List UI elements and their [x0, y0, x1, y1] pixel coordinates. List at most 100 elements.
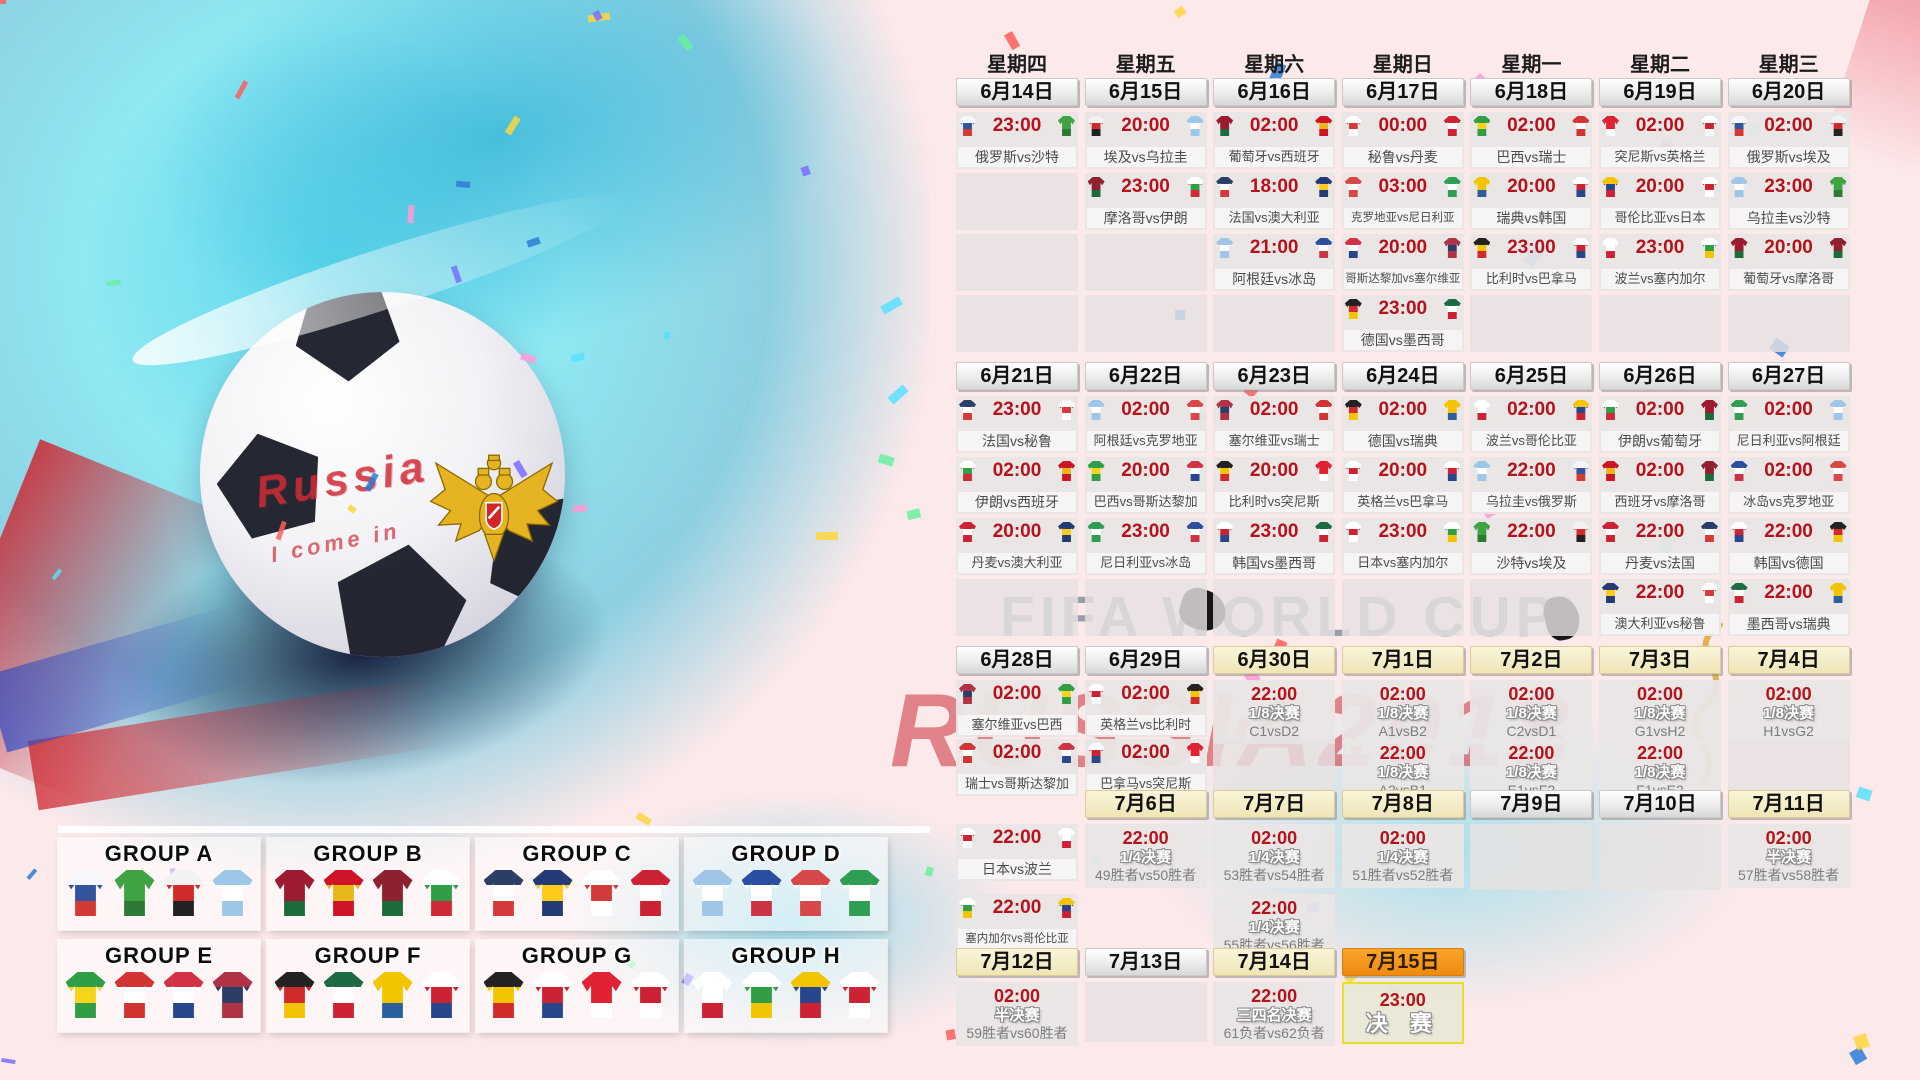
group-panel-c: GROUP C — [476, 838, 678, 930]
date-chip: 6月21日 — [956, 362, 1078, 390]
kickoff-time: 02:00 — [1121, 399, 1170, 420]
match-teams-label: 日本vs波兰 — [958, 859, 1076, 879]
ball-pentagon — [273, 292, 415, 394]
jersey-australia-icon — [532, 870, 573, 916]
match-time-row: 02:00 — [1085, 396, 1207, 421]
date-chip: 6月27日 — [1727, 362, 1850, 390]
confetti-piece — [513, 460, 528, 479]
confetti-piece — [925, 866, 935, 877]
kickoff-time: 02:00 — [1249, 399, 1299, 420]
match-teams-label: 阿根廷vs冰岛 — [1215, 269, 1334, 289]
match-time-row: 02:00 — [1085, 680, 1207, 705]
weekday-label: 星期六 — [1244, 54, 1305, 76]
jersey-australia-icon — [1058, 522, 1075, 542]
match-cell: 02:00 葡萄牙vs西班牙 — [1213, 112, 1336, 169]
date-chip: 6月25日 — [1470, 362, 1593, 390]
kickoff-time: 20:00 — [992, 521, 1042, 542]
jersey-sweden-icon — [1829, 583, 1847, 603]
stage-label: 1/8决赛 — [1634, 764, 1686, 781]
match-teams-label: 日本vs塞内加尔 — [1343, 553, 1462, 573]
match-cell: 03:00 克罗地亚vs尼日利亚 — [1341, 173, 1464, 230]
knockout-participants: H1vsG2 — [1763, 723, 1814, 739]
match-time-row: 23:00 — [1342, 518, 1464, 543]
kickoff-time: 20:00 — [1121, 115, 1170, 136]
match-teams-label: 乌拉圭vs沙特 — [1729, 208, 1848, 228]
stage-label: 1/8决赛 — [1377, 764, 1429, 781]
weekday-label: 星期一 — [1501, 54, 1562, 76]
jersey-saudi-icon — [1829, 177, 1847, 197]
jersey-brazil-icon — [1058, 684, 1075, 704]
match-teams-label: 突尼斯vs英格兰 — [1601, 147, 1719, 167]
match-time-row: 02:00 — [1599, 112, 1721, 137]
match-cell: 23:00 波兰vs塞内加尔 — [1599, 234, 1721, 291]
group-jersey-row — [58, 870, 260, 916]
match-cell: 22:00 墨西哥vs瑞典 — [1727, 579, 1850, 636]
match-cell: 22:00 澳大利亚vs秘鲁 — [1599, 579, 1721, 636]
match-cell: 23:00 尼日利亚vs冰岛 — [1084, 518, 1207, 575]
jersey-iceland-icon — [1315, 238, 1333, 258]
jersey-japan-icon — [959, 828, 976, 848]
empty-cell — [1213, 739, 1336, 794]
kickoff-time: 22:00 — [992, 897, 1042, 918]
match-time-row: 02:00 — [1599, 457, 1721, 482]
kickoff-time: 23:00 — [1764, 176, 1813, 197]
match-time-row: 20:00 — [1728, 234, 1850, 259]
jersey-brazil-icon — [1087, 461, 1105, 481]
match-time-row: 18:00 — [1213, 173, 1335, 198]
match-cell: 20:00 英格兰vs巴拿马 — [1341, 457, 1464, 514]
match-time-row: 20:00 — [956, 518, 1078, 543]
match-time-row: 20:00 — [1342, 457, 1464, 482]
jersey-iceland-icon — [1730, 461, 1748, 481]
confetti-piece — [26, 868, 38, 881]
match-time-row: 02:00 — [1470, 112, 1592, 137]
jersey-australia-icon — [1315, 177, 1333, 197]
date-chip: 7月7日 — [1213, 790, 1336, 818]
match-teams-label: 英格兰vs比利时 — [1086, 715, 1205, 735]
jersey-senegal-icon — [959, 898, 976, 918]
confetti-piece — [573, 504, 588, 513]
jersey-brazil-icon — [1473, 116, 1491, 136]
match-teams-label: 德国vs瑞典 — [1343, 431, 1462, 451]
match-time-row: 22:00 — [1599, 518, 1721, 543]
knockout-cell: 22:00 三四名决赛 61负者vs62负者 — [1213, 982, 1336, 1046]
date-chip: 6月22日 — [1084, 362, 1207, 390]
kickoff-time: 02:00 — [1764, 399, 1813, 420]
confetti-piece — [275, 521, 288, 541]
empty-cell — [1470, 295, 1593, 352]
match-time-row: 02:00 — [956, 739, 1078, 764]
stage-label: 三四名决赛 — [1236, 1007, 1312, 1024]
match-cell: 02:00 伊朗vs葡萄牙 — [1599, 396, 1721, 453]
date-chip: 7月2日 — [1470, 646, 1593, 674]
empty-cell — [956, 295, 1078, 352]
match-cell: 21:00 阿根廷vs冰岛 — [1213, 234, 1336, 291]
confetti-piece — [800, 165, 811, 177]
knockout-participants: C1vsD2 — [1249, 723, 1300, 739]
kickoff-time: 23:00 — [1121, 521, 1170, 542]
jersey-serbia-icon — [1443, 238, 1461, 258]
jersey-spain-icon — [323, 870, 364, 916]
jersey-iceland-icon — [1186, 522, 1204, 542]
match-teams-label: 克罗地亚vs尼日利亚 — [1343, 208, 1462, 228]
jersey-switzerland-icon — [1572, 116, 1590, 136]
jersey-iran-icon — [1186, 177, 1204, 197]
jersey-saudi-icon — [114, 870, 155, 916]
match-cell: 20:00 丹麦vs澳大利亚 — [956, 518, 1078, 575]
jersey-france-icon — [959, 400, 976, 420]
date-chip: 7月15日 — [1341, 948, 1464, 976]
confetti-piece — [1173, 5, 1187, 19]
confetti-piece — [880, 296, 903, 315]
group-panel-f: GROUP F — [267, 940, 469, 1032]
match-cell: 20:00 哥伦比亚vs日本 — [1599, 173, 1721, 230]
jersey-nigeria-icon — [1087, 522, 1105, 542]
jersey-tunisia-icon — [581, 972, 622, 1018]
match-teams-label: 葡萄牙vs西班牙 — [1215, 147, 1334, 167]
match-teams-label: 法国vs澳大利亚 — [1215, 208, 1334, 228]
date-chip: 7月4日 — [1727, 646, 1850, 674]
jersey-england-icon — [1701, 116, 1718, 136]
jersey-colombia-icon — [1058, 898, 1075, 918]
confetti-piece — [451, 265, 463, 284]
group-title: GROUP H — [731, 943, 841, 968]
group-jersey-row — [685, 870, 887, 916]
jersey-morocco-icon — [372, 870, 413, 916]
